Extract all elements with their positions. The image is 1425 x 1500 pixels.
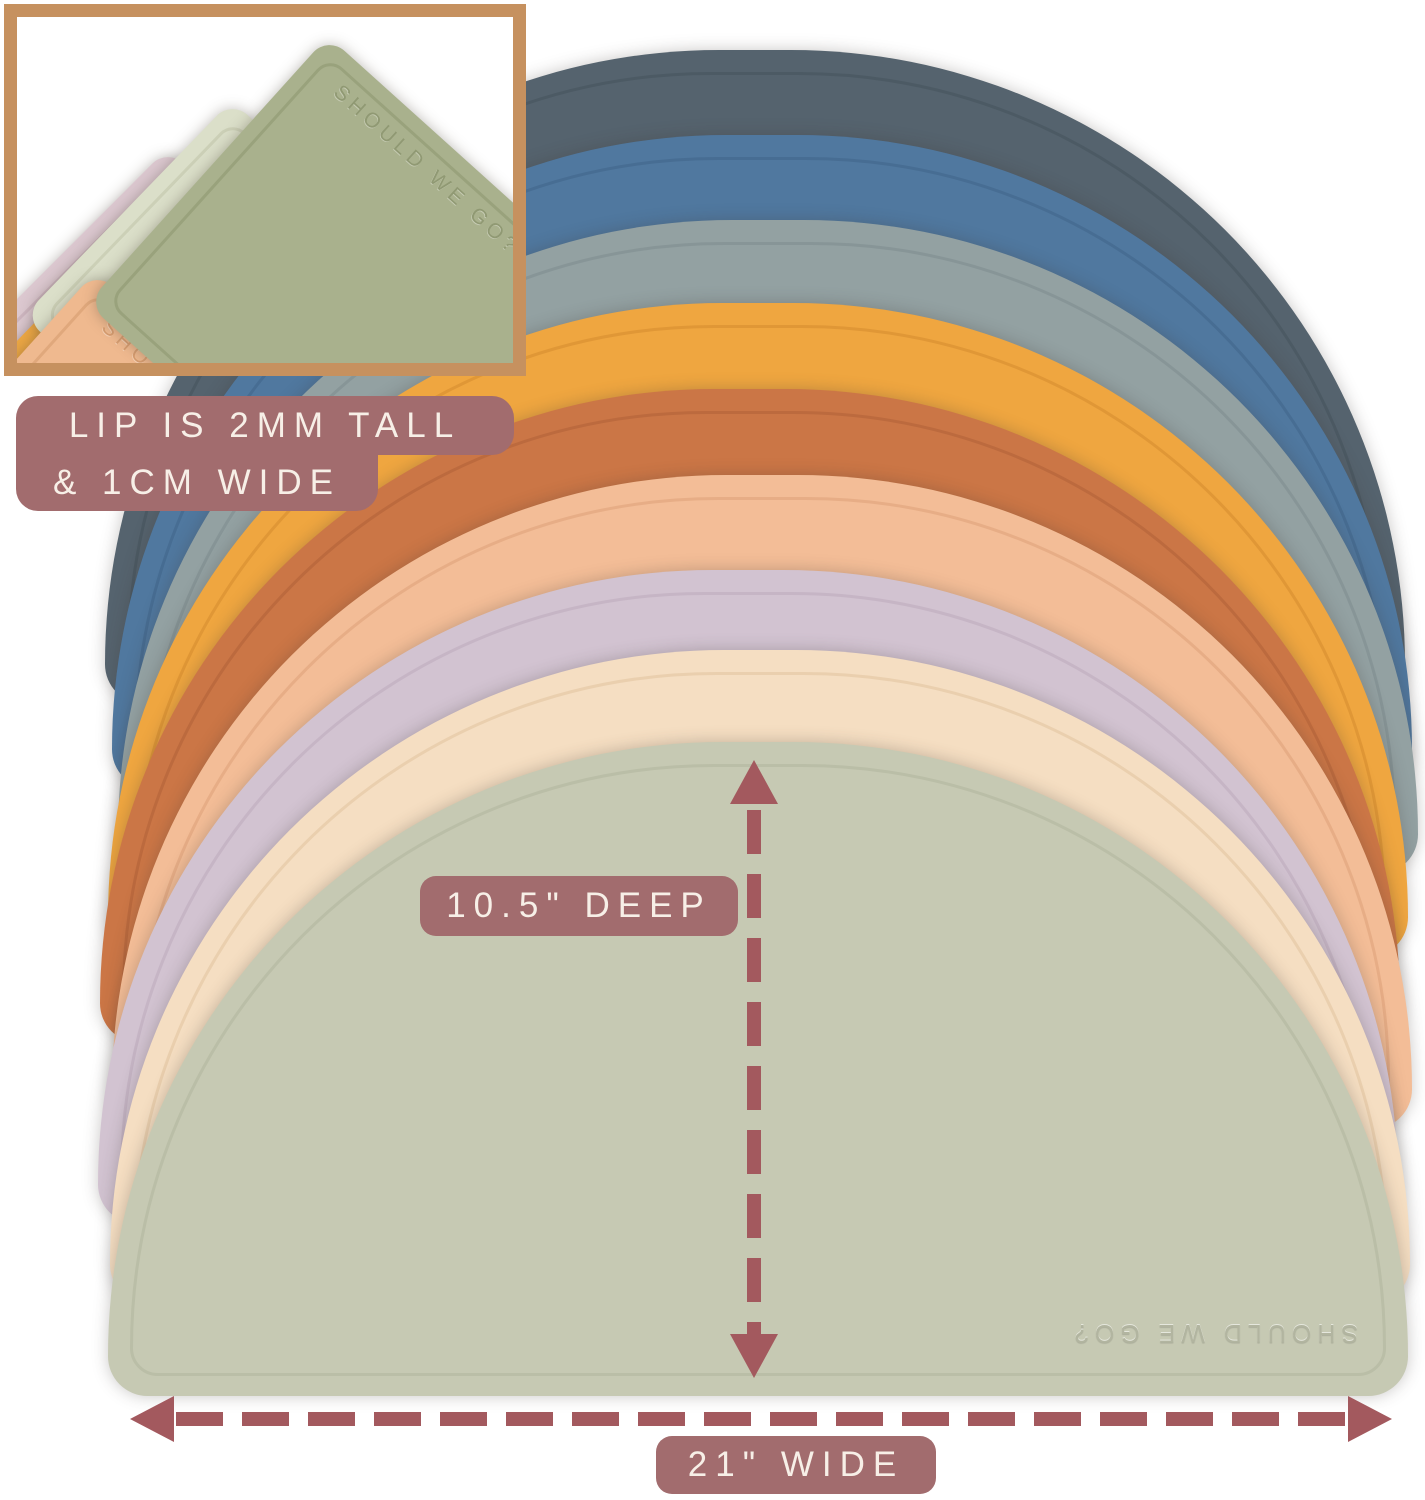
depth-dimension-line	[747, 810, 761, 1334]
arrow-left-icon	[130, 1396, 174, 1442]
inset-thumbnail: SHOULD WE GO? SHOULD WE GO? SHOULD WE GO…	[4, 4, 526, 376]
width-dimension-line	[176, 1412, 1350, 1426]
arrow-right-icon	[1348, 1396, 1392, 1442]
arrow-down-icon	[730, 1334, 778, 1378]
depth-dimension-label: 10.5" DEEP	[420, 876, 738, 936]
width-dimension-label: 21" WIDE	[656, 1436, 936, 1494]
arrow-up-icon	[730, 760, 778, 804]
brand-emboss-text: SHOULD WE GO?	[1068, 1319, 1358, 1347]
lip-size-label-line2: & 1CM WIDE	[16, 454, 378, 511]
lip-size-label-line1: LIP IS 2MM TALL	[16, 396, 514, 455]
